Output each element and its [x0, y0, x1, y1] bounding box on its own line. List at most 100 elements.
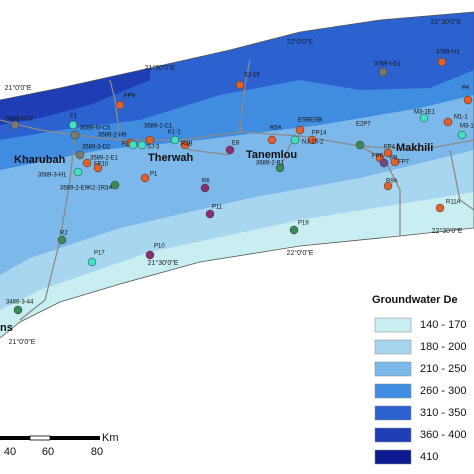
well-label: P17: [94, 251, 105, 257]
scale-bar: [0, 435, 100, 441]
well-label: FP6: [372, 154, 384, 160]
town-label: ns: [0, 322, 13, 334]
well-label: R2: [60, 231, 68, 237]
well-label: 3789-I-I1: [436, 50, 461, 56]
well-marker: [435, 203, 445, 213]
well-marker: [137, 140, 147, 150]
legend-label: 140 - 170: [420, 319, 466, 331]
well-label: P9: [390, 156, 398, 162]
well-marker: [73, 167, 83, 177]
well-label: P11: [212, 205, 223, 211]
legend-label: 360 - 400: [420, 429, 466, 441]
well-marker: [145, 135, 155, 145]
well-marker: [355, 140, 365, 150]
well-label: FP14: [312, 131, 327, 137]
well-label: PA: [462, 86, 470, 92]
well-label: FP9: [124, 94, 136, 100]
well-marker: [383, 148, 393, 158]
well-marker: [443, 117, 453, 127]
well-label: 3589-2-E9K2-1R3A: [60, 186, 112, 192]
legend: 140 - 170 180 - 200 210 - 250 260 - 300 310 …: [374, 317, 466, 465]
well-marker: [68, 120, 78, 130]
well-label: 3589-IV-C5: [80, 126, 111, 132]
coordinate-label: 21°30'0"E: [145, 64, 176, 72]
coordinate-label: 22°0'0"E: [287, 38, 314, 46]
well-label: 3489-I-C9: [6, 117, 33, 123]
well-label: R9A: [386, 179, 398, 185]
well-marker: [225, 145, 235, 155]
well-marker: [110, 180, 120, 190]
well-marker: [13, 305, 23, 315]
roads: [0, 59, 474, 321]
well-marker: [128, 140, 138, 150]
well-marker: [383, 181, 393, 191]
coordinate-label: 22°30'0"E: [431, 18, 462, 26]
well-marker: [200, 183, 210, 193]
well-marker: [379, 158, 389, 168]
legend-swatch: [374, 339, 412, 355]
well-marker: [70, 130, 80, 140]
well-label: P10: [154, 244, 165, 250]
well-label: 3589-2-E1: [90, 156, 119, 162]
coordinate-label: 21°30'0"E: [148, 259, 179, 267]
well-label: FP4: [384, 145, 396, 151]
well-label: E8: [232, 141, 240, 147]
well-label: R5A: [270, 126, 282, 132]
well-label: 3589-2-C1: [144, 124, 173, 130]
scale-tick-label: 60: [42, 446, 54, 458]
legend-label: 260 - 300: [420, 385, 466, 397]
well-label: R4B: [181, 142, 193, 148]
well-label: NJ-15-2: [302, 140, 324, 146]
well-label: FP7: [398, 160, 410, 166]
coordinate-label: 21°0'0"E: [5, 84, 32, 92]
well-label: 3689-2-B1: [256, 161, 285, 167]
town-label: Therwah: [148, 152, 194, 164]
well-label: E2P7: [356, 122, 371, 128]
well-label: 3488-3-44: [6, 300, 34, 306]
well-label: M3-1E1: [414, 110, 436, 116]
well-label: SJ-3: [147, 145, 160, 151]
well-marker: [57, 235, 67, 245]
town-label: Kharubah: [14, 154, 66, 166]
well-marker: [289, 225, 299, 235]
well-marker: [75, 150, 85, 160]
well-marker: [205, 209, 215, 219]
legend-swatch: [374, 383, 412, 399]
well-label: 3589-2-H9: [98, 133, 127, 139]
well-label: 3589-3-H1: [38, 173, 67, 179]
scale-ticks: 40 60 80: [4, 446, 103, 458]
well-label: ESBESB: [298, 118, 322, 124]
well-marker: [307, 135, 317, 145]
well-label: R6: [202, 179, 210, 185]
wells: [10, 57, 473, 315]
well-label: P1: [150, 172, 158, 178]
coordinate-label: 22°30'0"E: [432, 227, 463, 235]
legend-swatch: [374, 427, 412, 443]
well-marker: [378, 67, 388, 77]
well-marker: [140, 173, 150, 183]
well-marker: [419, 113, 429, 123]
scale-unit: Km: [102, 432, 119, 444]
legend-title: Groundwater De: [372, 294, 458, 306]
well-label: M1-1: [454, 115, 468, 121]
legend-swatch: [374, 317, 412, 333]
scale-tick-label: 40: [4, 446, 16, 458]
well-label: SJ-19: [244, 73, 260, 79]
scale-tick-label: 80: [91, 446, 103, 458]
well-marker: [82, 158, 92, 168]
legend-swatch: [374, 361, 412, 377]
well-marker: [145, 250, 155, 260]
well-marker: [275, 163, 285, 173]
well-marker: [390, 157, 400, 167]
coordinate-label: 21°0'0"E: [9, 338, 36, 346]
well-label: P19: [298, 221, 309, 227]
legend-swatch: [374, 449, 412, 465]
well-marker: [115, 100, 125, 110]
well-label: K1-1: [168, 130, 181, 136]
coordinate-label: 22°0'0"E: [287, 249, 314, 257]
well-marker: [267, 135, 277, 145]
well-marker: [457, 130, 467, 140]
area-outline: [0, 11, 474, 339]
